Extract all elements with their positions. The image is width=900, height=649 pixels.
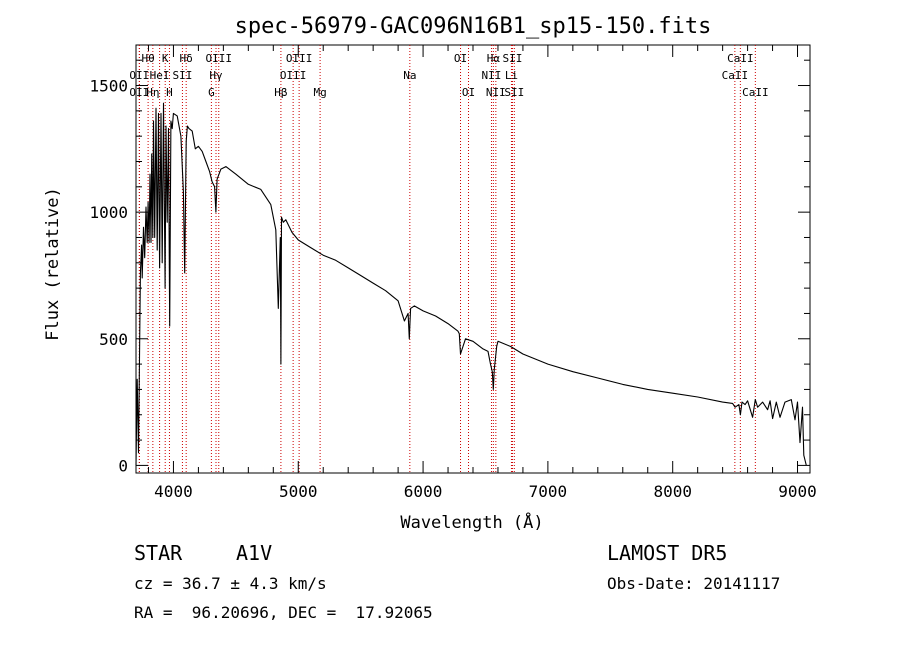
line-label: NII xyxy=(482,69,502,82)
x-tick-label: 5000 xyxy=(279,482,318,501)
y-tick-label: 500 xyxy=(99,330,128,349)
line-label: Mg xyxy=(313,86,326,99)
spectrum-series xyxy=(135,102,807,466)
line-label: Hα xyxy=(487,52,501,65)
line-label: Hγ xyxy=(209,69,223,82)
line-label: CaII xyxy=(722,69,749,82)
line-label: H xyxy=(166,86,173,99)
x-tick-label: 6000 xyxy=(404,482,443,501)
chart-title: spec-56979-GAC096N16B1_sp15-150.fits xyxy=(235,14,712,39)
object-type: STAR xyxy=(134,541,183,565)
y-tick-label: 0 xyxy=(118,456,128,475)
spectral-subclass: A1V xyxy=(236,541,273,565)
line-label: OIII xyxy=(280,69,307,82)
line-label: Na xyxy=(403,69,416,82)
y-tick-label: 1000 xyxy=(89,203,128,222)
x-tick-label: 8000 xyxy=(653,482,692,501)
line-label: OI xyxy=(454,52,467,65)
x-axis-label: Wavelength (Å) xyxy=(400,511,543,533)
line-label: Hβ xyxy=(274,86,288,99)
x-tick-label: 4000 xyxy=(154,482,193,501)
x-tick-label: 9000 xyxy=(778,482,817,501)
plot-frame xyxy=(135,44,811,474)
survey-name: LAMOST DR5 xyxy=(607,541,728,565)
line-label: SII xyxy=(503,52,523,65)
line-label: SII xyxy=(504,86,524,99)
x-tick-label: 7000 xyxy=(529,482,568,501)
line-label: K xyxy=(162,52,169,65)
line-label: OIII xyxy=(286,52,313,65)
redshift-value: cz = 36.7 ± 4.3 km/s xyxy=(134,574,327,593)
y-axis-label: Flux (relative) xyxy=(43,187,63,341)
line-label: OII xyxy=(129,69,149,82)
observation-date: Obs-Date: 20141117 xyxy=(607,574,781,593)
line-label: CaII xyxy=(742,86,769,99)
coordinates: RA = 96.20696, DEC = 17.92065 xyxy=(134,603,433,622)
line-label: G xyxy=(208,86,215,99)
line-label: NII xyxy=(486,86,506,99)
line-label: OI xyxy=(462,86,475,99)
line-label: Li xyxy=(505,69,518,82)
y-tick-label: 1500 xyxy=(89,77,128,96)
line-label: SII xyxy=(172,69,192,82)
line-label: Hθ xyxy=(141,52,154,65)
line-label: OII xyxy=(129,86,149,99)
line-label: OIII xyxy=(206,52,233,65)
line-label: HeI xyxy=(150,69,170,82)
line-label: Hη xyxy=(146,86,159,99)
line-label: Hδ xyxy=(180,52,193,65)
line-label: CaII xyxy=(727,52,754,65)
